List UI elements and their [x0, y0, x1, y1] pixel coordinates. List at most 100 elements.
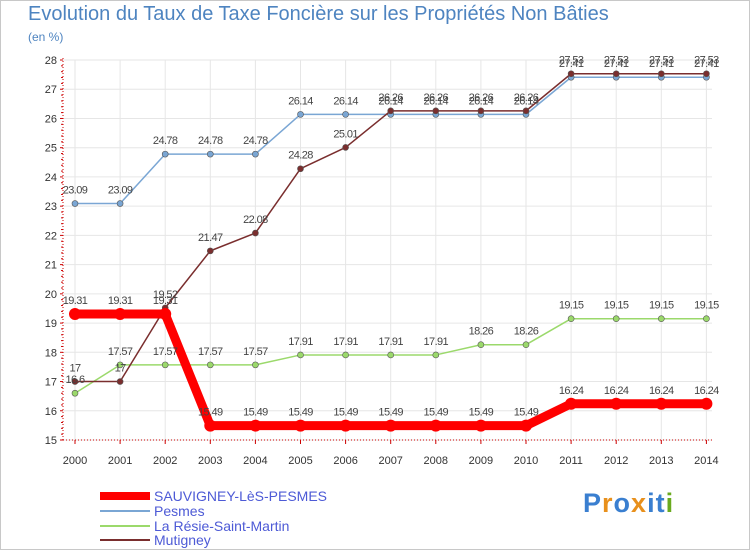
data-label-sauvigney: 15.49 [333, 407, 358, 419]
data-label-la-resie: 18.26 [469, 326, 494, 338]
data-label-mutigney: 26.26 [514, 92, 539, 104]
data-point-mutigney [116, 378, 124, 385]
data-point-pesmes [297, 111, 304, 118]
data-label-la-resie: 19.15 [559, 300, 584, 312]
data-label-la-resie: 16.6 [65, 374, 84, 386]
data-point-la-resie [612, 315, 620, 322]
data-label-mutigney: 26.26 [469, 92, 494, 104]
data-label-mutigney: 17 [115, 363, 127, 375]
data-label-la-resie: 17.91 [424, 336, 449, 348]
y-tick-label: 25 [45, 143, 57, 155]
data-label-mutigney: 27.53 [604, 55, 629, 67]
y-tick-label: 24 [45, 172, 57, 184]
data-point-mutigney [703, 70, 710, 78]
y-tick-label: 27 [45, 84, 57, 96]
logo-letter: i [665, 488, 675, 518]
data-point-sauvigney [610, 397, 623, 410]
legend-swatch-la-resie [100, 525, 150, 527]
data-label-pesmes: 27.41 [559, 58, 584, 70]
data-label-sauvigney: 19.31 [108, 295, 133, 307]
data-label-sauvigney: 19.31 [63, 295, 88, 307]
data-point-mutigney [297, 165, 304, 173]
x-tick-label: 2001 [108, 455, 132, 467]
data-label-la-resie: 17.91 [378, 336, 403, 348]
data-point-la-resie [161, 361, 169, 369]
data-label-mutigney: 27.53 [694, 55, 719, 67]
data-label-la-resie: 18.26 [514, 326, 539, 338]
data-label-mutigney: 27.53 [559, 55, 584, 67]
data-label-mutigney: 21.47 [198, 232, 223, 244]
data-point-sauvigney [69, 308, 81, 321]
data-label-layer: 19.31 19.31 19.31 15.49 15.49 15.49 15.49 15.49… [63, 55, 720, 419]
data-point-la-resie [522, 341, 530, 349]
data-label-mutigney: 26.26 [424, 92, 449, 104]
data-point-sauvigney [384, 419, 397, 432]
y-tick-label: 16 [45, 406, 57, 418]
data-point-la-resie [297, 351, 304, 359]
proxiti-logo: Proxiti [583, 488, 674, 519]
x-tick-label: 2014 [694, 455, 718, 467]
x-tick-label: 2003 [198, 455, 222, 467]
data-label-pesmes: 24.78 [243, 135, 268, 147]
data-label-pesmes: 23.09 [108, 185, 133, 197]
logo-letter: x [631, 488, 648, 518]
data-point-mutigney [657, 70, 665, 78]
data-point-la-resie [432, 351, 440, 359]
data-point-la-resie [342, 351, 349, 359]
data-point-pesmes [161, 150, 169, 158]
chart-subtitle: (en %) [28, 30, 64, 44]
data-point-la-resie [387, 351, 395, 359]
legend-swatch-mutigney [100, 539, 150, 541]
data-label-pesmes: 26.14 [333, 95, 358, 107]
logo-letter: t [655, 488, 666, 518]
data-label-mutigney: 27.53 [649, 55, 674, 67]
y-tick-label: 19 [45, 318, 57, 330]
x-tick-label: 2006 [333, 455, 357, 467]
data-label-pesmes: 26.14 [378, 95, 403, 107]
data-label-pesmes: 27.41 [649, 58, 674, 70]
data-label-pesmes: 27.41 [604, 58, 629, 70]
data-label-sauvigney: 15.49 [198, 407, 223, 419]
data-point-pesmes [207, 150, 214, 158]
data-label-pesmes: 26.14 [424, 95, 449, 107]
data-label-la-resie: 17.91 [333, 336, 358, 348]
data-point-pesmes [252, 150, 259, 158]
data-point-sauvigney [339, 419, 352, 432]
y-tick-label: 21 [45, 260, 57, 272]
data-point-sauvigney [159, 308, 172, 321]
x-tick-label: 2005 [288, 455, 312, 467]
data-label-mutigney: 26.26 [378, 92, 403, 104]
legend-swatch-pesmes [100, 510, 150, 512]
grid-layer [63, 59, 712, 441]
data-label-la-resie: 17.57 [153, 346, 178, 358]
y-tick-label: 20 [45, 289, 57, 301]
data-label-pesmes: 24.78 [198, 135, 223, 147]
data-point-mutigney [71, 378, 79, 385]
logo-letter: i [647, 488, 656, 518]
data-point-pesmes [116, 200, 124, 207]
data-label-pesmes: 26.14 [288, 95, 313, 107]
x-tick-label: 2007 [378, 455, 402, 467]
y-tick-label: 23 [45, 201, 57, 213]
data-label-sauvigney: 19.31 [153, 295, 178, 307]
logo-letter: P [583, 488, 603, 518]
data-point-mutigney [612, 70, 620, 78]
data-label-sauvigney: 15.49 [514, 407, 539, 419]
data-point-mutigney [522, 107, 530, 115]
data-label-sauvigney: 15.49 [378, 407, 403, 419]
data-label-sauvigney: 15.49 [469, 407, 494, 419]
series-layer [69, 70, 713, 432]
data-label-la-resie: 19.15 [649, 300, 674, 312]
data-point-mutigney [342, 144, 349, 151]
data-label-sauvigney: 16.24 [694, 385, 719, 397]
x-tick-label: 2012 [604, 455, 628, 467]
data-point-mutigney [252, 229, 259, 237]
x-tick-label: 2010 [514, 455, 538, 467]
axis-layer: 15 16 17 18 19 20 21 22 23 24 25 26 27 28 2000 2001 2002… [45, 55, 719, 467]
data-label-la-resie: 17.57 [243, 346, 268, 358]
x-tick-label: 2013 [649, 455, 673, 467]
data-label-mutigney: 17 [69, 363, 81, 375]
legend-label-pesmes: Pesmes [154, 503, 205, 519]
